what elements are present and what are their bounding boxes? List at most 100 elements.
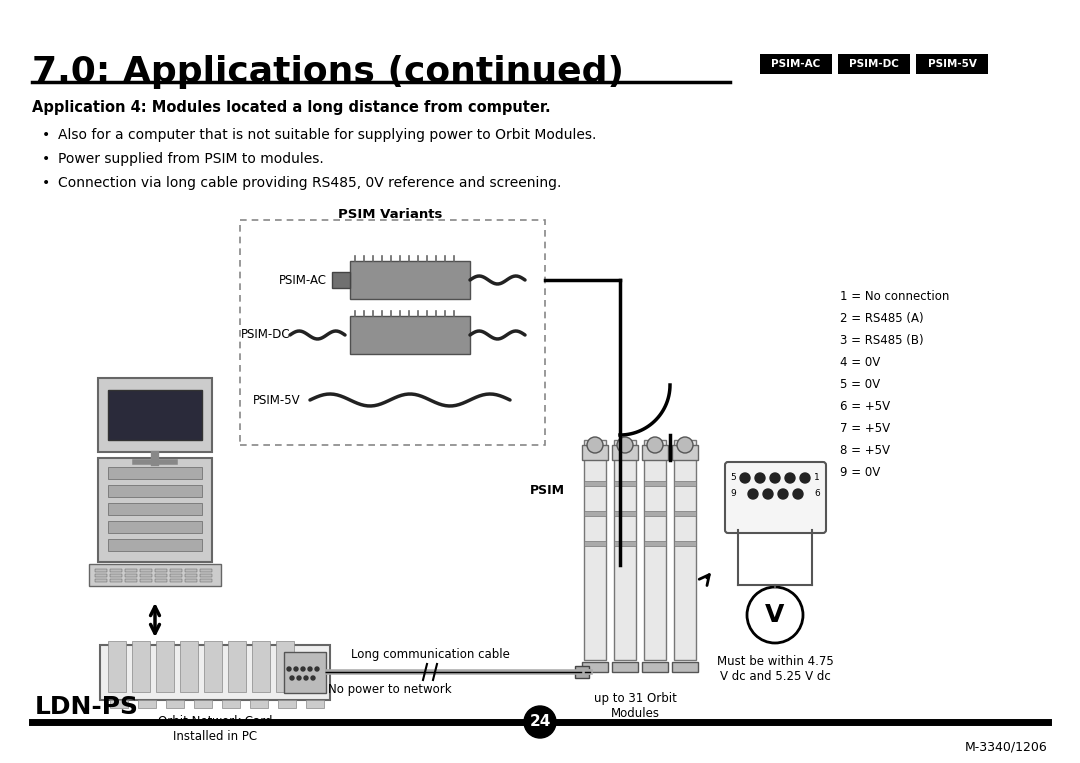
Circle shape [524, 706, 556, 738]
Circle shape [755, 473, 765, 483]
FancyBboxPatch shape [166, 700, 184, 708]
FancyBboxPatch shape [98, 378, 212, 452]
FancyBboxPatch shape [156, 574, 167, 577]
FancyBboxPatch shape [140, 579, 152, 582]
Circle shape [303, 676, 308, 680]
FancyBboxPatch shape [838, 54, 910, 74]
FancyBboxPatch shape [760, 54, 832, 74]
Text: 3 = RS485 (B): 3 = RS485 (B) [840, 334, 923, 347]
FancyBboxPatch shape [200, 569, 212, 572]
Circle shape [677, 437, 693, 453]
FancyBboxPatch shape [108, 467, 202, 479]
FancyBboxPatch shape [252, 641, 270, 692]
Text: 9 = 0V: 9 = 0V [840, 466, 880, 479]
Text: Application 4: Modules located a long distance from computer.: Application 4: Modules located a long di… [32, 100, 551, 115]
FancyBboxPatch shape [615, 541, 636, 546]
Circle shape [308, 667, 312, 671]
FancyBboxPatch shape [644, 511, 666, 516]
FancyBboxPatch shape [204, 641, 222, 692]
FancyBboxPatch shape [108, 539, 202, 551]
FancyBboxPatch shape [125, 579, 137, 582]
Circle shape [800, 473, 810, 483]
FancyBboxPatch shape [584, 511, 606, 516]
FancyBboxPatch shape [249, 700, 268, 708]
FancyBboxPatch shape [95, 579, 107, 582]
FancyBboxPatch shape [278, 700, 296, 708]
FancyBboxPatch shape [615, 481, 636, 486]
FancyBboxPatch shape [644, 481, 666, 486]
Text: 6: 6 [814, 490, 820, 498]
Text: Also for a computer that is not suitable for supplying power to Orbit Modules.: Also for a computer that is not suitable… [58, 128, 596, 142]
FancyBboxPatch shape [156, 579, 167, 582]
FancyBboxPatch shape [110, 569, 122, 572]
FancyBboxPatch shape [138, 700, 156, 708]
FancyBboxPatch shape [194, 700, 212, 708]
FancyBboxPatch shape [674, 481, 696, 486]
Text: 1 = No connection: 1 = No connection [840, 290, 949, 303]
Circle shape [617, 437, 633, 453]
FancyBboxPatch shape [332, 272, 350, 288]
Text: PSIM: PSIM [530, 484, 565, 497]
FancyBboxPatch shape [725, 462, 826, 533]
FancyBboxPatch shape [110, 574, 122, 577]
Circle shape [793, 489, 804, 499]
Text: •: • [42, 152, 51, 166]
FancyBboxPatch shape [170, 574, 183, 577]
Text: No power to network: No power to network [328, 683, 451, 696]
FancyBboxPatch shape [228, 641, 246, 692]
FancyBboxPatch shape [95, 574, 107, 577]
FancyBboxPatch shape [584, 481, 606, 486]
FancyBboxPatch shape [185, 579, 197, 582]
FancyBboxPatch shape [674, 440, 696, 660]
FancyBboxPatch shape [615, 440, 636, 660]
FancyBboxPatch shape [284, 652, 326, 693]
Circle shape [588, 437, 603, 453]
Circle shape [762, 489, 773, 499]
FancyBboxPatch shape [350, 261, 470, 299]
Circle shape [770, 473, 780, 483]
Text: Power supplied from PSIM to modules.: Power supplied from PSIM to modules. [58, 152, 324, 166]
FancyBboxPatch shape [132, 641, 150, 692]
FancyBboxPatch shape [674, 541, 696, 546]
FancyBboxPatch shape [108, 521, 202, 533]
FancyBboxPatch shape [642, 445, 669, 460]
FancyBboxPatch shape [108, 641, 126, 692]
FancyBboxPatch shape [644, 440, 666, 660]
FancyBboxPatch shape [276, 641, 294, 692]
FancyBboxPatch shape [108, 390, 202, 440]
FancyBboxPatch shape [672, 662, 698, 672]
Text: V: V [766, 603, 785, 627]
FancyBboxPatch shape [140, 569, 152, 572]
FancyBboxPatch shape [185, 574, 197, 577]
FancyBboxPatch shape [582, 445, 608, 460]
FancyBboxPatch shape [125, 569, 137, 572]
FancyBboxPatch shape [612, 662, 638, 672]
Text: •: • [42, 128, 51, 142]
FancyBboxPatch shape [170, 569, 183, 572]
FancyBboxPatch shape [100, 645, 330, 700]
FancyBboxPatch shape [612, 445, 638, 460]
Text: up to 31 Orbit
Modules: up to 31 Orbit Modules [594, 692, 676, 720]
FancyBboxPatch shape [170, 579, 183, 582]
FancyBboxPatch shape [108, 485, 202, 497]
FancyBboxPatch shape [98, 458, 212, 562]
Circle shape [747, 587, 804, 643]
FancyBboxPatch shape [584, 440, 606, 660]
FancyBboxPatch shape [156, 569, 167, 572]
FancyBboxPatch shape [672, 445, 698, 460]
Text: LDN-PS: LDN-PS [35, 695, 139, 719]
FancyBboxPatch shape [575, 666, 589, 678]
Text: Must be within 4.75
V dc and 5.25 V dc: Must be within 4.75 V dc and 5.25 V dc [717, 655, 834, 683]
Text: 6 = +5V: 6 = +5V [840, 400, 890, 413]
FancyBboxPatch shape [95, 569, 107, 572]
Circle shape [311, 676, 315, 680]
FancyBboxPatch shape [185, 569, 197, 572]
FancyBboxPatch shape [89, 564, 221, 586]
FancyBboxPatch shape [615, 511, 636, 516]
FancyBboxPatch shape [674, 511, 696, 516]
Text: 7.0: Applications (continued): 7.0: Applications (continued) [32, 55, 624, 89]
FancyBboxPatch shape [306, 700, 324, 708]
Circle shape [315, 667, 319, 671]
FancyBboxPatch shape [108, 503, 202, 515]
FancyBboxPatch shape [584, 541, 606, 546]
